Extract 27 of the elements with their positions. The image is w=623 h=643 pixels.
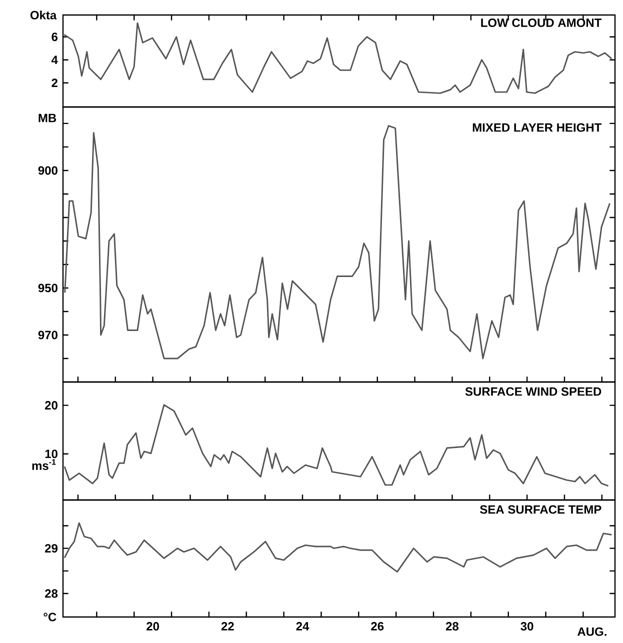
y-tick-label: 950 xyxy=(38,284,58,292)
x-axis-title: AUG. xyxy=(577,627,606,636)
chart-title: SEA SURFACE TEMP xyxy=(480,505,602,514)
y-axis-title: °C xyxy=(44,612,56,622)
y-tick-label: 20 xyxy=(45,401,58,410)
line-series xyxy=(64,404,609,487)
chart-title: LOW CLOUD AMONT xyxy=(481,18,602,27)
y-tick-label: 900 xyxy=(38,166,58,175)
x-tick-label: 22 xyxy=(221,622,234,630)
y-tick-label: 4 xyxy=(51,56,58,64)
x-tick-label: 26 xyxy=(371,622,384,631)
y-tick-label: 28 xyxy=(45,589,58,598)
y-axis-title: MB xyxy=(38,114,56,122)
y-tick-label: 2 xyxy=(52,78,58,88)
x-tick-label: 20 xyxy=(146,622,160,631)
x-tick-label: 30 xyxy=(520,622,534,631)
line-series xyxy=(64,522,612,573)
chart-title: SURFACE WIND SPEED xyxy=(465,387,602,396)
y-tick-label: 6 xyxy=(52,32,58,42)
text: MIXED LAYER HEIGHT xyxy=(472,123,602,132)
y-axis-title: Okta xyxy=(30,10,57,20)
x-tick-label: 28 xyxy=(446,622,459,631)
x-tick-label: 24 xyxy=(296,622,310,630)
y-axis-title: ms$^{-1}$ xyxy=(32,459,56,470)
y-tick-label: 10 xyxy=(45,450,58,458)
y-tick-label: 29 xyxy=(45,544,58,553)
y-tick-label: 970 xyxy=(38,330,58,340)
